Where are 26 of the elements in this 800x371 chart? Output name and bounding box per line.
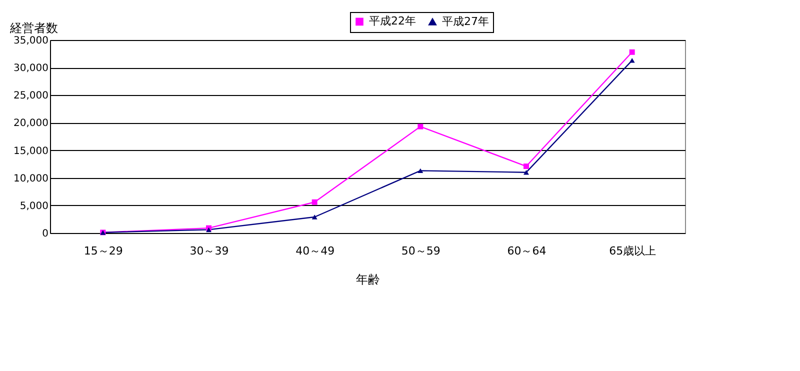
- x-tick-label: 65歳以上: [609, 244, 656, 258]
- x-tick-label: 50～59: [401, 244, 440, 258]
- x-tick-label: 15～29: [84, 244, 123, 258]
- y-tick-label: 25,000: [14, 90, 48, 102]
- point: [629, 49, 635, 55]
- y-tick-label: 35,000: [14, 36, 48, 46]
- point: [312, 214, 318, 220]
- legend-label: 平成27年: [442, 14, 489, 28]
- y-tick-label: 10,000: [14, 173, 48, 184]
- y-tick-label: 30,000: [14, 63, 48, 74]
- x-axis-title: 年齢: [356, 272, 380, 286]
- point: [418, 168, 424, 174]
- point: [312, 199, 318, 205]
- point: [629, 58, 635, 63]
- point: [418, 124, 424, 130]
- x-tick-label: 30～39: [190, 244, 229, 258]
- y-tick-label: 15,000: [14, 146, 48, 157]
- x-tick-label: 40～49: [296, 244, 335, 258]
- y-tick-label: 0: [42, 228, 48, 240]
- point: [524, 164, 529, 170]
- y-tick-label: 5,000: [20, 200, 48, 212]
- x-tick-label: 60～64: [507, 244, 546, 258]
- y-axis-title: 経営者数: [9, 21, 58, 35]
- y-tick-label: 20,000: [14, 118, 48, 130]
- legend-label: 平成22年: [369, 14, 416, 28]
- point: [524, 170, 529, 175]
